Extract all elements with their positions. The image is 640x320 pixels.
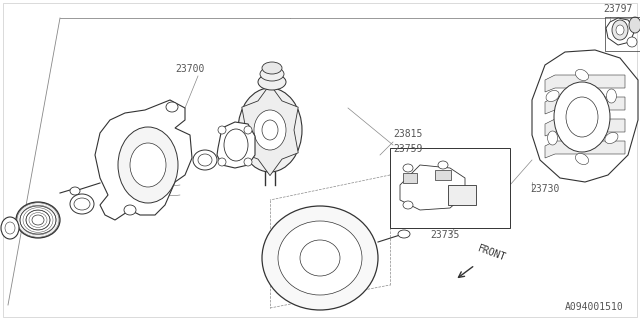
Bar bbox=[605, 17, 640, 51]
Ellipse shape bbox=[218, 158, 226, 166]
Text: 23735: 23735 bbox=[430, 230, 460, 240]
Polygon shape bbox=[95, 100, 192, 220]
Ellipse shape bbox=[224, 129, 248, 161]
Ellipse shape bbox=[238, 88, 302, 172]
Polygon shape bbox=[217, 122, 255, 168]
Polygon shape bbox=[400, 165, 465, 210]
Polygon shape bbox=[532, 50, 638, 182]
Ellipse shape bbox=[32, 215, 44, 225]
Polygon shape bbox=[545, 75, 625, 92]
Ellipse shape bbox=[166, 102, 178, 112]
Text: 23759: 23759 bbox=[393, 144, 422, 154]
Ellipse shape bbox=[20, 206, 56, 234]
Ellipse shape bbox=[575, 69, 589, 81]
Polygon shape bbox=[545, 119, 625, 136]
Ellipse shape bbox=[627, 37, 637, 47]
Bar bbox=[448, 185, 476, 205]
Ellipse shape bbox=[70, 194, 94, 214]
Bar bbox=[435, 170, 451, 180]
Ellipse shape bbox=[438, 161, 448, 169]
Ellipse shape bbox=[554, 82, 610, 152]
Ellipse shape bbox=[300, 240, 340, 276]
Ellipse shape bbox=[403, 201, 413, 209]
Polygon shape bbox=[545, 141, 625, 158]
Ellipse shape bbox=[629, 17, 640, 33]
Ellipse shape bbox=[278, 221, 362, 295]
Ellipse shape bbox=[118, 127, 178, 203]
Text: 23700: 23700 bbox=[175, 64, 204, 74]
Text: 23797: 23797 bbox=[603, 4, 632, 14]
Ellipse shape bbox=[616, 25, 624, 35]
Ellipse shape bbox=[16, 202, 60, 238]
Ellipse shape bbox=[575, 153, 589, 164]
Polygon shape bbox=[606, 18, 635, 45]
Ellipse shape bbox=[398, 230, 410, 238]
Ellipse shape bbox=[74, 198, 90, 210]
Ellipse shape bbox=[124, 205, 136, 215]
Ellipse shape bbox=[254, 110, 286, 150]
Text: 23815: 23815 bbox=[393, 129, 422, 139]
Ellipse shape bbox=[70, 187, 80, 195]
Ellipse shape bbox=[198, 154, 212, 166]
Text: A094001510: A094001510 bbox=[565, 302, 624, 312]
Ellipse shape bbox=[193, 150, 217, 170]
Bar bbox=[403, 173, 417, 183]
Ellipse shape bbox=[244, 126, 252, 134]
Ellipse shape bbox=[403, 164, 413, 172]
Ellipse shape bbox=[607, 89, 616, 103]
Ellipse shape bbox=[244, 158, 252, 166]
Bar bbox=[390, 148, 510, 228]
Ellipse shape bbox=[130, 143, 166, 187]
Ellipse shape bbox=[612, 20, 628, 40]
Ellipse shape bbox=[218, 126, 226, 134]
Ellipse shape bbox=[605, 132, 618, 144]
Ellipse shape bbox=[5, 222, 15, 234]
Ellipse shape bbox=[566, 97, 598, 137]
Ellipse shape bbox=[262, 62, 282, 74]
Polygon shape bbox=[242, 84, 298, 176]
Ellipse shape bbox=[548, 131, 557, 145]
Ellipse shape bbox=[26, 210, 50, 230]
Ellipse shape bbox=[262, 206, 378, 310]
Ellipse shape bbox=[262, 120, 278, 140]
Text: FRONT: FRONT bbox=[476, 244, 507, 263]
Polygon shape bbox=[545, 97, 625, 114]
Ellipse shape bbox=[1, 217, 19, 239]
Ellipse shape bbox=[258, 74, 286, 90]
Ellipse shape bbox=[546, 91, 559, 101]
Text: 23730: 23730 bbox=[530, 184, 559, 194]
Ellipse shape bbox=[260, 67, 284, 81]
